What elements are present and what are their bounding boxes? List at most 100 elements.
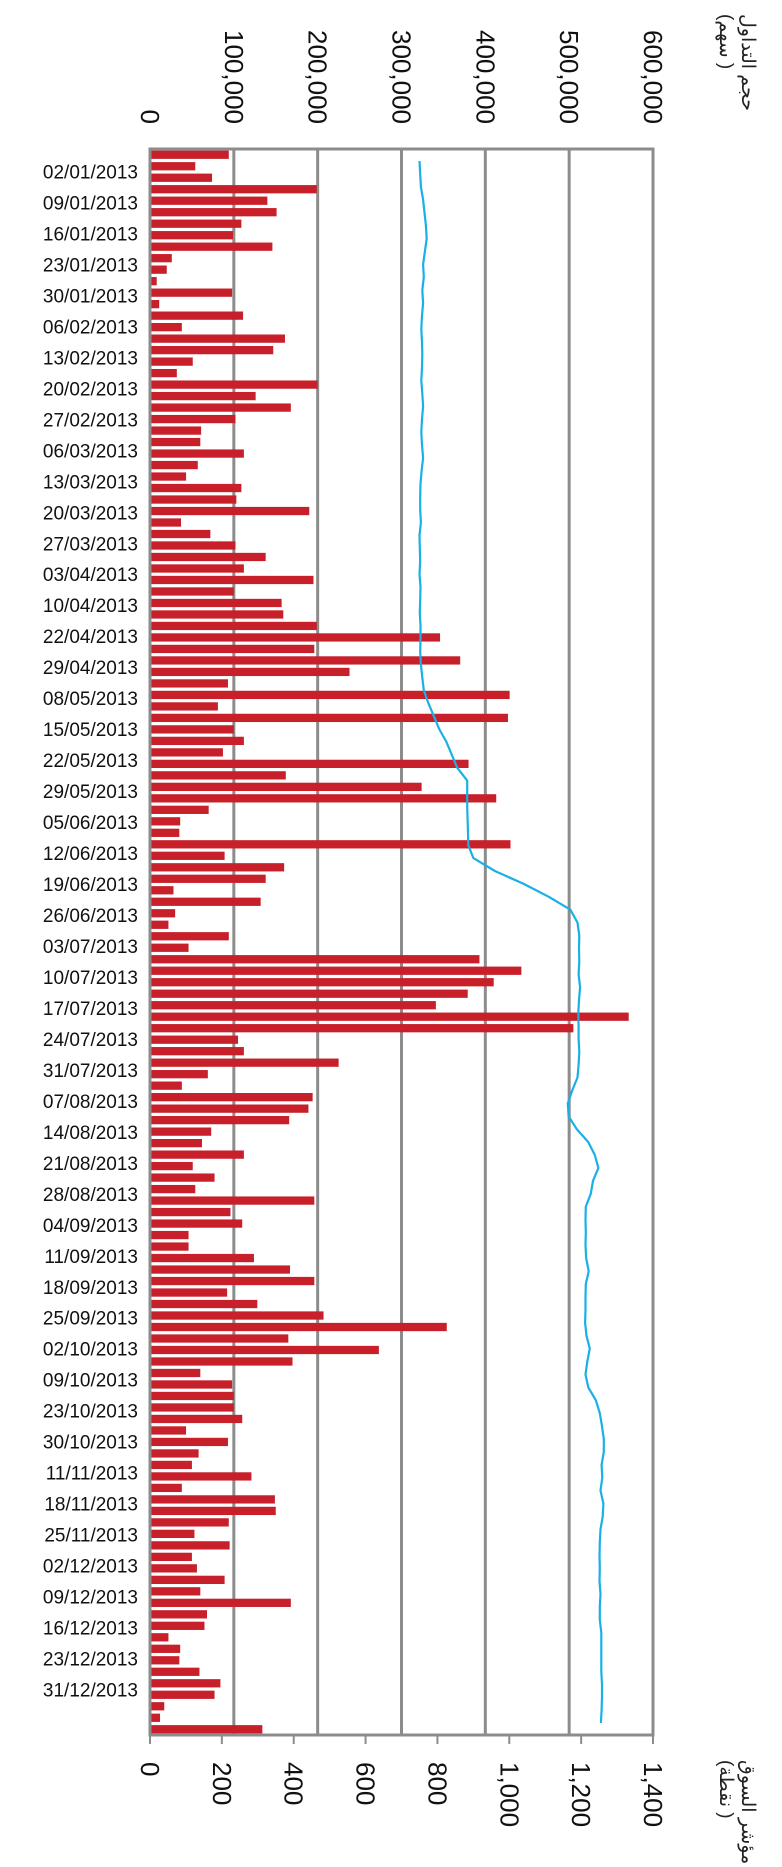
plot-frame — [148, 147, 655, 1737]
date-label: 10/07/2013 — [43, 968, 138, 989]
volume-bar — [151, 1656, 180, 1665]
volume-bar — [151, 955, 480, 964]
volume-bar — [151, 943, 189, 952]
volume-bar — [151, 1725, 263, 1734]
volume-bar — [151, 863, 285, 872]
volume-bar — [151, 1104, 309, 1113]
volume-bar — [151, 208, 277, 217]
date-label: 20/03/2013 — [43, 503, 138, 524]
volume-tick-label: 100,000 — [219, 30, 249, 124]
date-label: 29/05/2013 — [43, 782, 138, 803]
volume-bar — [151, 391, 256, 401]
volume-bar — [151, 1242, 189, 1251]
volume-bar — [151, 414, 236, 424]
date-label: 03/07/2013 — [43, 937, 138, 958]
volume-bar — [151, 656, 461, 665]
volume-bar — [151, 1633, 169, 1642]
volume-bar — [151, 1610, 208, 1619]
volume-bar — [151, 828, 180, 837]
date-label: 09/10/2013 — [43, 1371, 138, 1392]
volume-bar — [151, 231, 233, 240]
volume-bar — [151, 667, 350, 677]
volume-bar — [151, 1564, 197, 1573]
volume-axis-label: حجم التداول (سهم ) — [715, 14, 758, 116]
index-tick-label: 600 — [351, 1762, 381, 1805]
gridlines — [232, 149, 571, 1735]
volume-bar — [151, 1345, 379, 1355]
index-axis-ticks: 0 200 400 600 800 1,000 1,200 1,400 — [135, 1735, 668, 1827]
volume-bar — [151, 1437, 228, 1447]
volume-bar — [151, 196, 268, 205]
date-label: 16/01/2013 — [43, 224, 138, 245]
date-label: 18/09/2013 — [43, 1278, 138, 1299]
date-label: 02/10/2013 — [43, 1340, 138, 1361]
volume-bar — [151, 805, 209, 814]
volume-tick-label: 500,000 — [554, 30, 584, 124]
volume-bar — [151, 1070, 208, 1079]
index-tick-label: 1,400 — [638, 1762, 668, 1827]
date-label: 12/06/2013 — [43, 844, 138, 865]
volume-bar — [151, 1621, 205, 1630]
date-label: 24/07/2013 — [43, 1030, 138, 1051]
date-label: 23/10/2013 — [43, 1402, 138, 1423]
volume-bar — [151, 357, 193, 366]
volume-bar — [151, 254, 172, 263]
volume-bar — [151, 1414, 243, 1424]
volume-bar — [151, 1093, 313, 1102]
index-tick-label: 800 — [422, 1762, 452, 1805]
date-label: 31/12/2013 — [43, 1681, 138, 1702]
volume-bar — [151, 920, 169, 929]
volume-bar — [151, 702, 218, 711]
index-series-line — [418, 160, 605, 1724]
volume-tick-label: 300,000 — [387, 30, 417, 124]
date-label: 10/04/2013 — [43, 596, 138, 617]
volume-bar — [151, 610, 284, 619]
volume-bar — [151, 679, 228, 688]
volume-bar — [151, 1391, 234, 1401]
volume-bar — [151, 437, 201, 447]
volume-bar — [151, 1322, 447, 1332]
volume-bar — [151, 1667, 200, 1676]
volume-bar — [151, 242, 273, 251]
volume-bar — [151, 1518, 229, 1527]
date-label: 15/05/2013 — [43, 720, 138, 741]
volume-bars — [151, 150, 629, 1734]
volume-bar — [151, 1219, 243, 1228]
date-label: 28/08/2013 — [43, 1185, 138, 1206]
date-label: 27/03/2013 — [43, 534, 138, 555]
volume-bar — [151, 277, 157, 286]
volume-bar — [151, 1001, 436, 1010]
date-label: 18/11/2013 — [44, 1495, 138, 1516]
volume-bar — [151, 150, 229, 159]
date-label: 30/10/2013 — [43, 1433, 138, 1454]
volume-bar — [151, 575, 314, 585]
volume-bar — [151, 725, 234, 734]
volume-bar — [151, 978, 494, 987]
volume-bar — [151, 495, 237, 504]
volume-bar — [151, 552, 266, 562]
date-label: 23/01/2013 — [43, 255, 138, 276]
volume-bar — [151, 449, 244, 458]
date-label: 05/06/2013 — [43, 813, 138, 834]
volume-bar — [151, 1679, 221, 1688]
date-label: 06/02/2013 — [43, 317, 138, 338]
index-axis-label-line1: مؤشر السوق — [737, 1760, 758, 1864]
volume-bar — [151, 748, 223, 757]
volume-bar — [151, 633, 441, 642]
date-label: 29/04/2013 — [43, 658, 138, 679]
volume-bar — [151, 219, 242, 228]
volume-bar — [151, 771, 286, 780]
volume-bar — [151, 472, 187, 481]
volume-bar — [151, 403, 291, 412]
volume-bar — [151, 1483, 182, 1493]
volume-bar — [151, 886, 174, 895]
volume-bar — [151, 1081, 182, 1090]
volume-bar — [151, 1207, 231, 1217]
date-label: 11/11/2013 — [46, 1464, 138, 1485]
volume-bar — [151, 1587, 201, 1596]
volume-bar — [151, 1426, 187, 1435]
date-label: 30/01/2013 — [43, 286, 138, 307]
volume-bar — [151, 759, 469, 768]
index-tick-label: 0 — [135, 1762, 165, 1776]
volume-bar — [151, 1357, 293, 1366]
